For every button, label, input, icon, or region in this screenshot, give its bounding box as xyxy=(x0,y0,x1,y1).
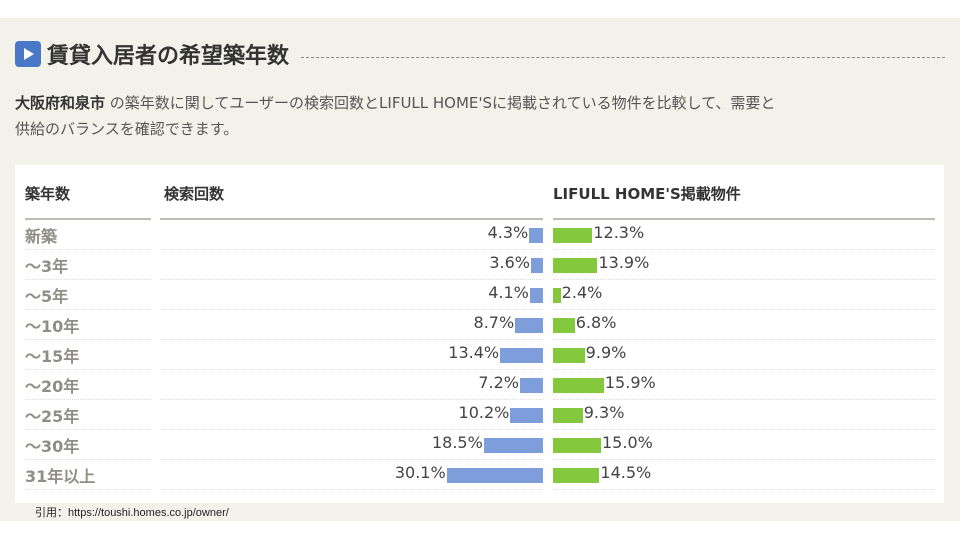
row-divider xyxy=(160,369,543,370)
header-line xyxy=(160,218,543,220)
row-divider xyxy=(160,429,543,430)
search-value: 18.5% xyxy=(431,433,483,452)
category-label: ～20年 xyxy=(25,377,80,396)
row-divider xyxy=(553,339,935,340)
row-divider xyxy=(25,309,151,310)
listing-value: 6.8% xyxy=(575,313,617,332)
listing-bar xyxy=(553,468,600,483)
row-divider xyxy=(553,309,935,310)
search-value: 10.2% xyxy=(458,403,510,422)
listing-bar xyxy=(553,408,583,423)
category-label: 31年以上 xyxy=(25,467,96,486)
row-divider xyxy=(553,399,935,400)
header-age: 築年数 xyxy=(25,185,71,203)
title-divider xyxy=(301,56,945,58)
search-value: 30.1% xyxy=(394,463,446,482)
table-row: ～5年 4.1% 2.4% xyxy=(15,280,944,310)
row-divider xyxy=(25,369,151,370)
search-bar xyxy=(500,348,543,363)
row-divider xyxy=(160,309,543,310)
table-row: ～10年 8.7% 6.8% xyxy=(15,310,944,340)
table-row: 31年以上 30.1% 14.5% xyxy=(15,460,944,490)
row-divider xyxy=(160,489,543,490)
search-bar xyxy=(531,258,543,273)
row-divider xyxy=(553,429,935,430)
row-divider xyxy=(25,339,151,340)
row-divider xyxy=(553,489,935,490)
search-value: 13.4% xyxy=(448,343,500,362)
search-bar xyxy=(446,468,543,483)
city-name: 大阪府和泉市 xyxy=(15,94,106,112)
search-value: 8.7% xyxy=(473,313,515,332)
search-bar xyxy=(483,438,543,453)
category-label: 新築 xyxy=(25,227,58,246)
row-divider xyxy=(160,279,543,280)
header-listing: LIFULL HOME'S掲載物件 xyxy=(553,185,741,203)
table-row: ～25年 10.2% 9.3% xyxy=(15,400,944,430)
listing-value: 9.9% xyxy=(585,343,627,362)
table-row: ～30年 18.5% 15.0% xyxy=(15,430,944,460)
category-label: ～10年 xyxy=(25,317,80,336)
listing-bar xyxy=(553,318,575,333)
play-icon xyxy=(15,41,41,67)
row-divider xyxy=(160,249,543,250)
listing-value: 14.5% xyxy=(600,463,652,482)
listing-bar xyxy=(553,288,561,303)
listing-value: 15.0% xyxy=(602,433,653,452)
listing-value: 9.3% xyxy=(583,403,625,422)
row-divider xyxy=(553,249,935,250)
category-label: ～30年 xyxy=(25,437,80,456)
search-value: 7.2% xyxy=(478,373,519,392)
table-row: ～3年 3.6% 13.9% xyxy=(15,250,944,280)
row-divider xyxy=(25,249,151,250)
search-bar xyxy=(510,408,543,423)
row-divider xyxy=(160,459,543,460)
listing-bar xyxy=(553,228,593,243)
chart-card: 築年数 検索回数 LIFULL HOME'S掲載物件 新築 4.3% 12.3% ～3… xyxy=(15,165,944,503)
row-divider xyxy=(25,399,151,400)
citation: 引用：https://toushi.homes.co.jp/owner/ xyxy=(35,507,229,519)
row-divider xyxy=(553,279,935,280)
table-row: ～15年 13.4% 9.9% xyxy=(15,340,944,370)
listing-value: 13.9% xyxy=(598,253,650,272)
row-divider xyxy=(25,489,151,490)
row-divider xyxy=(553,369,935,370)
search-value: 3.6% xyxy=(489,253,530,272)
description-text-2: 供給のバランスを確認できます。 xyxy=(15,120,239,138)
search-value: 4.1% xyxy=(488,283,529,302)
category-label: ～3年 xyxy=(25,257,69,276)
row-divider xyxy=(160,339,543,340)
description: 大阪府和泉市 の築年数に関してユーザーの検索回数とLIFULL HOME'Sに掲… xyxy=(15,90,945,142)
header-search: 検索回数 xyxy=(164,185,225,203)
search-bar xyxy=(519,378,543,393)
row-divider xyxy=(553,459,935,460)
header-line xyxy=(25,218,151,220)
header-line xyxy=(553,218,935,220)
listing-value: 2.4% xyxy=(561,283,603,302)
listing-bar xyxy=(553,348,585,363)
row-divider xyxy=(25,279,151,280)
table-row: 新築 4.3% 12.3% xyxy=(15,220,944,250)
section-title: 賃貸入居者の希望築年数 xyxy=(15,38,945,70)
row-divider xyxy=(25,429,151,430)
search-bar xyxy=(515,318,543,333)
table-row: ～20年 7.2% 15.9% xyxy=(15,370,944,400)
category-label: ～15年 xyxy=(25,347,80,366)
category-label: ～25年 xyxy=(25,407,80,426)
row-divider xyxy=(160,399,543,400)
search-bar xyxy=(529,228,543,243)
description-text-1: の築年数に関してユーザーの検索回数とLIFULL HOME'Sに掲載されている物… xyxy=(105,94,776,112)
listing-value: 12.3% xyxy=(593,223,645,242)
listing-value: 15.9% xyxy=(604,373,656,392)
search-value: 4.3% xyxy=(487,223,529,242)
category-label: ～5年 xyxy=(25,287,69,306)
listing-bar xyxy=(553,438,601,453)
listing-bar xyxy=(553,378,604,393)
listing-bar xyxy=(553,258,598,273)
page-title: 賃貸入居者の希望築年数 xyxy=(47,44,290,69)
search-bar xyxy=(529,288,543,303)
row-divider xyxy=(25,459,151,460)
